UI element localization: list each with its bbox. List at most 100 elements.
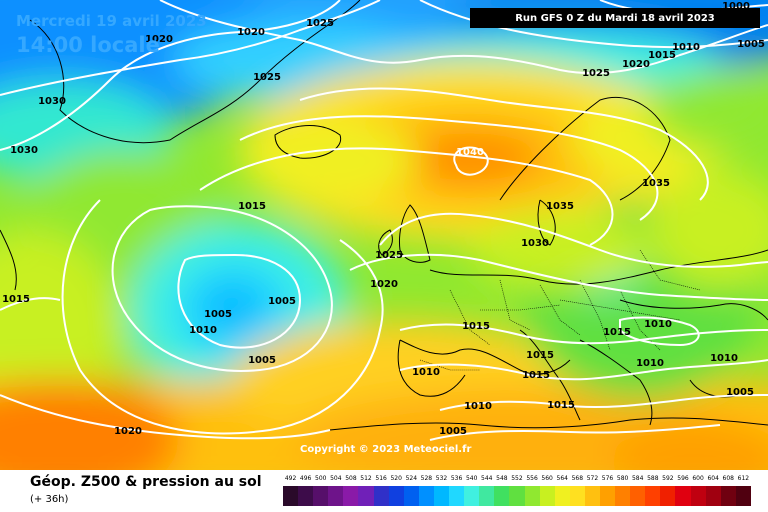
scale-value: 520	[390, 475, 402, 482]
isobar-label: 1015	[462, 321, 490, 332]
isobar-label: 1015	[526, 350, 554, 361]
isobar-label: 1020	[237, 27, 265, 38]
run-info-text: Run GFS 0 Z du Mardi 18 avril 2023	[515, 12, 715, 24]
isobar-label: 1015	[648, 50, 676, 61]
isobar-label: 1030	[38, 96, 66, 107]
scale-swatch	[373, 486, 389, 506]
scale-value: 612	[737, 475, 750, 482]
scale-swatch	[328, 486, 344, 506]
scale-swatch	[343, 486, 359, 506]
scale-value: 548	[496, 475, 508, 482]
geopotential-map: 1030102010301020102510251000100510101015…	[0, 0, 768, 470]
isobar-label: 1015	[603, 327, 631, 338]
isobar-label: 1010	[636, 358, 664, 369]
scale-value: 516	[375, 475, 387, 482]
scale-swatch	[283, 486, 299, 506]
isobar-label: 1020	[370, 279, 398, 290]
scale-value: 568	[571, 475, 584, 482]
color-scale-bar	[283, 486, 751, 506]
isobar-label: 1015	[238, 201, 266, 212]
scale-value: 580	[616, 475, 629, 482]
isobar-label: 1005	[268, 296, 296, 307]
scale-swatch	[524, 486, 540, 506]
run-info-box: Run GFS 0 Z du Mardi 18 avril 2023	[470, 8, 760, 28]
scale-value: 588	[647, 475, 659, 482]
scale-value: 500	[315, 475, 327, 482]
scale-swatch	[554, 486, 570, 506]
scale-value: 532	[435, 475, 448, 482]
scale-swatch	[569, 486, 585, 506]
legend-footer: Géop. Z500 & pression au sol (+ 36h) 492…	[0, 470, 768, 512]
copyright-text: Copyright © 2023 Meteociel.fr	[300, 444, 472, 455]
scale-swatch	[403, 486, 419, 506]
scale-value: 576	[601, 475, 614, 482]
scale-swatch	[388, 486, 404, 506]
scale-swatch	[449, 486, 465, 506]
isobar-label: 1000	[722, 1, 750, 12]
forecast-offset: (+ 36h)	[30, 494, 69, 505]
scale-swatch	[509, 486, 525, 506]
color-scale-labels: 492 496 500 504 508 512 516 520 524 528 532 536 540 5…	[283, 472, 751, 486]
scale-value: 496	[299, 475, 312, 482]
isobar-label: 1035	[546, 201, 574, 212]
scale-value: 592	[662, 475, 674, 482]
scale-swatch	[615, 486, 631, 506]
scale-value: 604	[707, 475, 719, 482]
scale-value: 564	[556, 475, 568, 482]
scale-swatch	[599, 486, 616, 506]
map-title: Géop. Z500 & pression au sol	[30, 474, 262, 490]
isobar-label: 1010	[464, 401, 492, 412]
isobar-label: 1005	[737, 39, 765, 50]
isobar-label: 1035	[642, 178, 670, 189]
scale-swatch	[675, 486, 691, 506]
country-borders	[419, 249, 701, 371]
scale-value: 552	[511, 475, 523, 482]
scale-swatch	[690, 486, 706, 506]
isobar-label: 1025	[306, 18, 334, 29]
scale-value: 524	[405, 475, 418, 482]
scale-swatch	[660, 486, 676, 506]
scale-swatch	[705, 486, 721, 506]
isobar-label: 1020	[114, 426, 142, 437]
isobar-label: 1010	[644, 319, 672, 330]
isobar-label: 1005	[248, 355, 276, 366]
scale-swatch	[479, 486, 495, 506]
scale-value: 536	[450, 475, 463, 482]
color-scale: 492 496 500 504 508 512 516 520 524 528 532 536 540 5…	[283, 472, 751, 510]
scale-value: 492	[284, 475, 297, 482]
isobar-label: 1025	[582, 68, 610, 79]
coastlines	[0, 0, 768, 431]
scale-swatch	[418, 486, 434, 506]
isobar-label: 1010	[672, 42, 700, 53]
scale-swatch	[645, 486, 661, 506]
scale-value: 584	[631, 475, 644, 482]
scale-swatch	[584, 486, 600, 506]
scale-swatch	[298, 486, 314, 506]
isobar-label: 1010	[710, 353, 738, 364]
scale-value: 504	[330, 475, 342, 482]
scale-swatch	[720, 486, 736, 506]
scale-value: 572	[586, 475, 599, 482]
isobar-label: 1015	[522, 370, 550, 381]
isobar-label: 1030	[10, 145, 38, 156]
isobar-label: 1020	[145, 34, 173, 45]
forecast-date: Mercredi 19 avril 2023	[16, 12, 207, 30]
scale-swatch	[539, 486, 555, 506]
scale-swatch	[313, 486, 329, 506]
scale-value: 512	[360, 475, 372, 482]
scale-swatch	[630, 486, 646, 506]
scale-value: 556	[526, 475, 538, 482]
isobar-label: 1010	[189, 325, 217, 336]
scale-swatch	[735, 486, 751, 506]
isobar-labels: 1030102010301020102510251000100510101015…	[2, 1, 765, 437]
isobar-label: 1005	[204, 309, 232, 320]
isobar-label: 1010	[412, 367, 440, 378]
scale-swatch	[464, 486, 480, 506]
scale-value: 540	[465, 475, 478, 482]
scale-swatch	[433, 486, 450, 506]
scale-value: 508	[345, 475, 357, 482]
isobar-label: 1015	[2, 294, 30, 305]
isobar-label: 1005	[726, 387, 754, 398]
isobar-label: 1020	[622, 59, 650, 70]
